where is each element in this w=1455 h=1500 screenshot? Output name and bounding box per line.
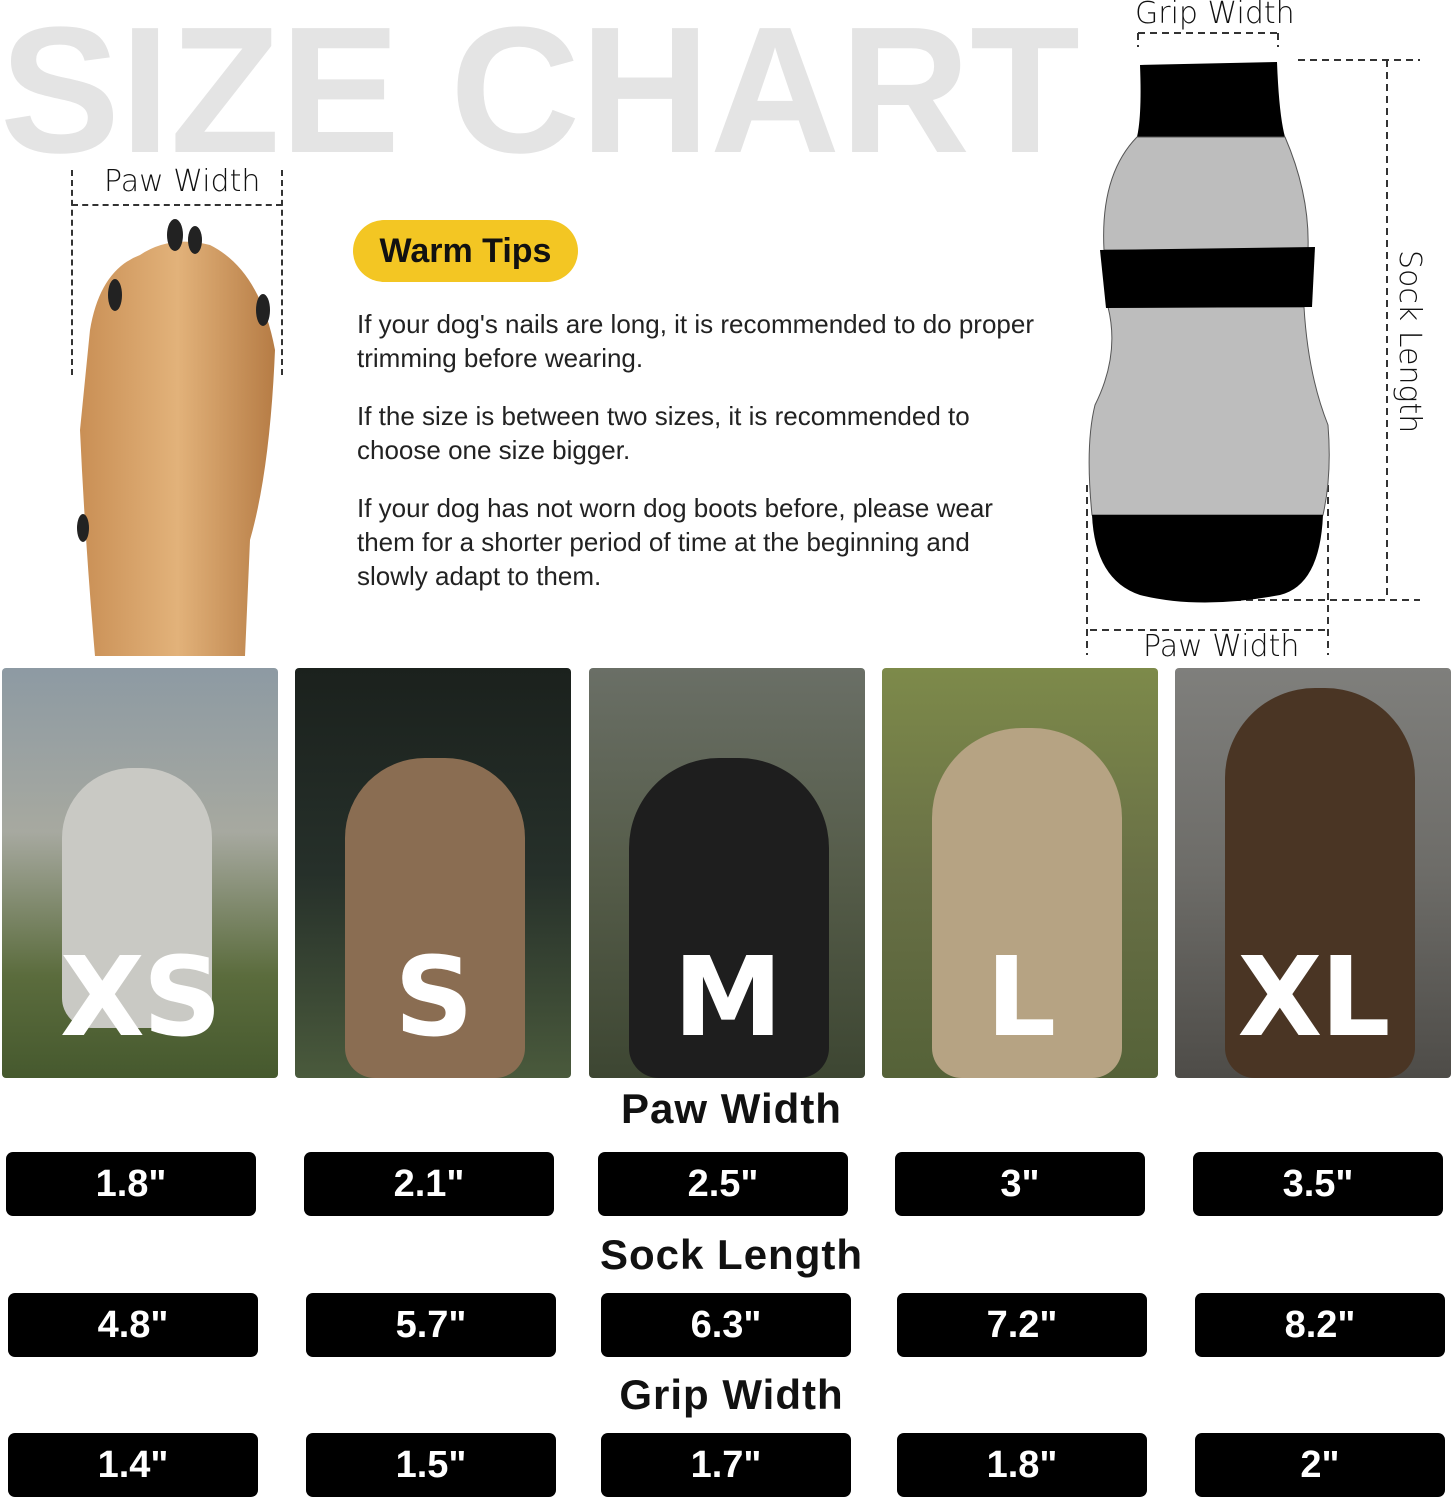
tip-first-time: If your dog has not worn dog boots befor… xyxy=(357,493,993,591)
sock-length-xl: 8.2" xyxy=(1195,1293,1445,1357)
sock-length-xs: 4.8" xyxy=(8,1293,258,1357)
paw-width-guide-right xyxy=(281,170,283,375)
grip-width-xl: 2" xyxy=(1195,1433,1445,1497)
grip-width-heading: Grip Width xyxy=(619,1371,844,1418)
tip-nails: If your dog's nails are long, it is reco… xyxy=(357,309,1034,373)
paw-width-heading: Paw Width xyxy=(621,1085,842,1132)
sock-length-m: 6.3" xyxy=(601,1293,851,1357)
dog-sock-diagram xyxy=(1086,32,1420,655)
size-card-s: S xyxy=(295,668,571,1078)
size-card-xs: XS xyxy=(2,668,278,1078)
dog-paw-image xyxy=(77,219,275,656)
sock-paw-width-label: Paw Width xyxy=(1143,629,1300,664)
size-card-xl: XL xyxy=(1175,668,1451,1078)
paw-width-guide-left xyxy=(71,170,73,375)
tip-between-sizes: If the size is between two sizes, it is … xyxy=(357,401,970,465)
paw-width-xl: 3.5" xyxy=(1193,1152,1443,1216)
size-chart-title: SIZE CHART xyxy=(0,0,1080,191)
paw-width-label: Paw Width xyxy=(104,164,261,199)
sock-length-heading: Sock Length xyxy=(599,1231,864,1278)
grip-width-s: 1.5" xyxy=(306,1433,556,1497)
paw-width-m: 2.5" xyxy=(598,1152,848,1216)
paw-width-l: 3" xyxy=(895,1152,1145,1216)
size-label-l: L xyxy=(985,933,1056,1061)
size-card-m: M xyxy=(589,668,865,1078)
sock-length-s: 5.7" xyxy=(306,1293,556,1357)
grip-width-xs: 1.4" xyxy=(8,1433,258,1497)
paw-width-s: 2.1" xyxy=(304,1152,554,1216)
warm-tips-badge: Warm Tips xyxy=(353,220,578,282)
paw-width-xs: 1.8" xyxy=(6,1152,256,1216)
grip-width-m: 1.7" xyxy=(601,1433,851,1497)
sock-length-label: Sock Length xyxy=(1392,250,1427,434)
size-label-xs: XS xyxy=(59,933,222,1061)
sock-length-l: 7.2" xyxy=(897,1293,1147,1357)
size-label-s: S xyxy=(394,933,473,1061)
size-label-m: M xyxy=(673,933,782,1061)
size-label-xl: XL xyxy=(1237,933,1391,1061)
grip-width-l: 1.8" xyxy=(897,1433,1147,1497)
paw-width-dimension-line xyxy=(72,204,282,206)
size-card-l: L xyxy=(882,668,1158,1078)
grip-width-label: Grip Width xyxy=(1135,0,1295,31)
